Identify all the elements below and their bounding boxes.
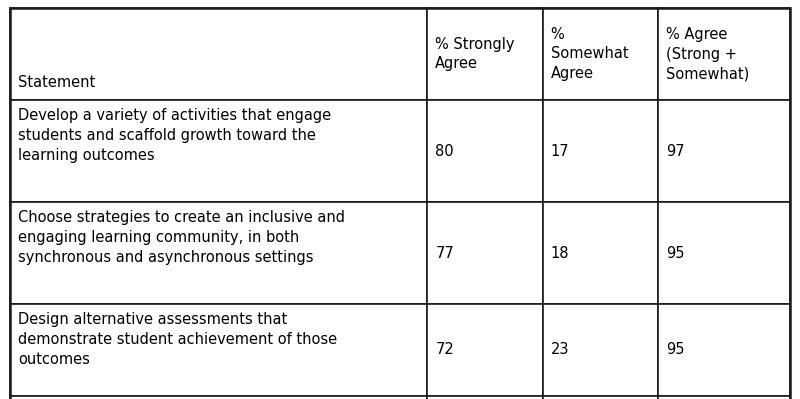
Text: 17: 17 <box>550 144 570 158</box>
Text: Develop a variety of activities that engage
students and scaffold growth toward : Develop a variety of activities that eng… <box>18 108 331 163</box>
Text: 80: 80 <box>435 144 454 158</box>
Bar <box>10 396 427 399</box>
Bar <box>427 100 542 202</box>
Bar <box>427 202 542 304</box>
Text: 97: 97 <box>666 144 685 158</box>
Text: 95: 95 <box>666 342 685 358</box>
Bar <box>658 304 790 396</box>
Text: Statement: Statement <box>18 75 95 90</box>
Bar <box>542 202 658 304</box>
Bar <box>542 304 658 396</box>
Text: % Strongly
Agree: % Strongly Agree <box>435 37 515 71</box>
Bar <box>427 8 542 100</box>
Bar <box>427 396 542 399</box>
Bar <box>542 100 658 202</box>
Text: Design alternative assessments that
demonstrate student achievement of those
out: Design alternative assessments that demo… <box>18 312 337 367</box>
Text: %
Somewhat
Agree: % Somewhat Agree <box>550 27 628 81</box>
Bar <box>427 304 542 396</box>
Bar <box>542 396 658 399</box>
Bar <box>658 202 790 304</box>
Text: 23: 23 <box>550 342 570 358</box>
Text: % Agree
(Strong +
Somewhat): % Agree (Strong + Somewhat) <box>666 27 750 81</box>
Bar <box>10 8 427 100</box>
Bar <box>10 304 427 396</box>
Bar <box>658 100 790 202</box>
Text: 95: 95 <box>666 245 685 261</box>
Bar <box>658 8 790 100</box>
Bar <box>10 202 427 304</box>
Bar <box>10 100 427 202</box>
Text: 72: 72 <box>435 342 454 358</box>
Bar <box>658 396 790 399</box>
Text: Choose strategies to create an inclusive and
engaging learning community, in bot: Choose strategies to create an inclusive… <box>18 210 345 265</box>
Text: 18: 18 <box>550 245 570 261</box>
Text: 77: 77 <box>435 245 454 261</box>
Bar <box>542 8 658 100</box>
